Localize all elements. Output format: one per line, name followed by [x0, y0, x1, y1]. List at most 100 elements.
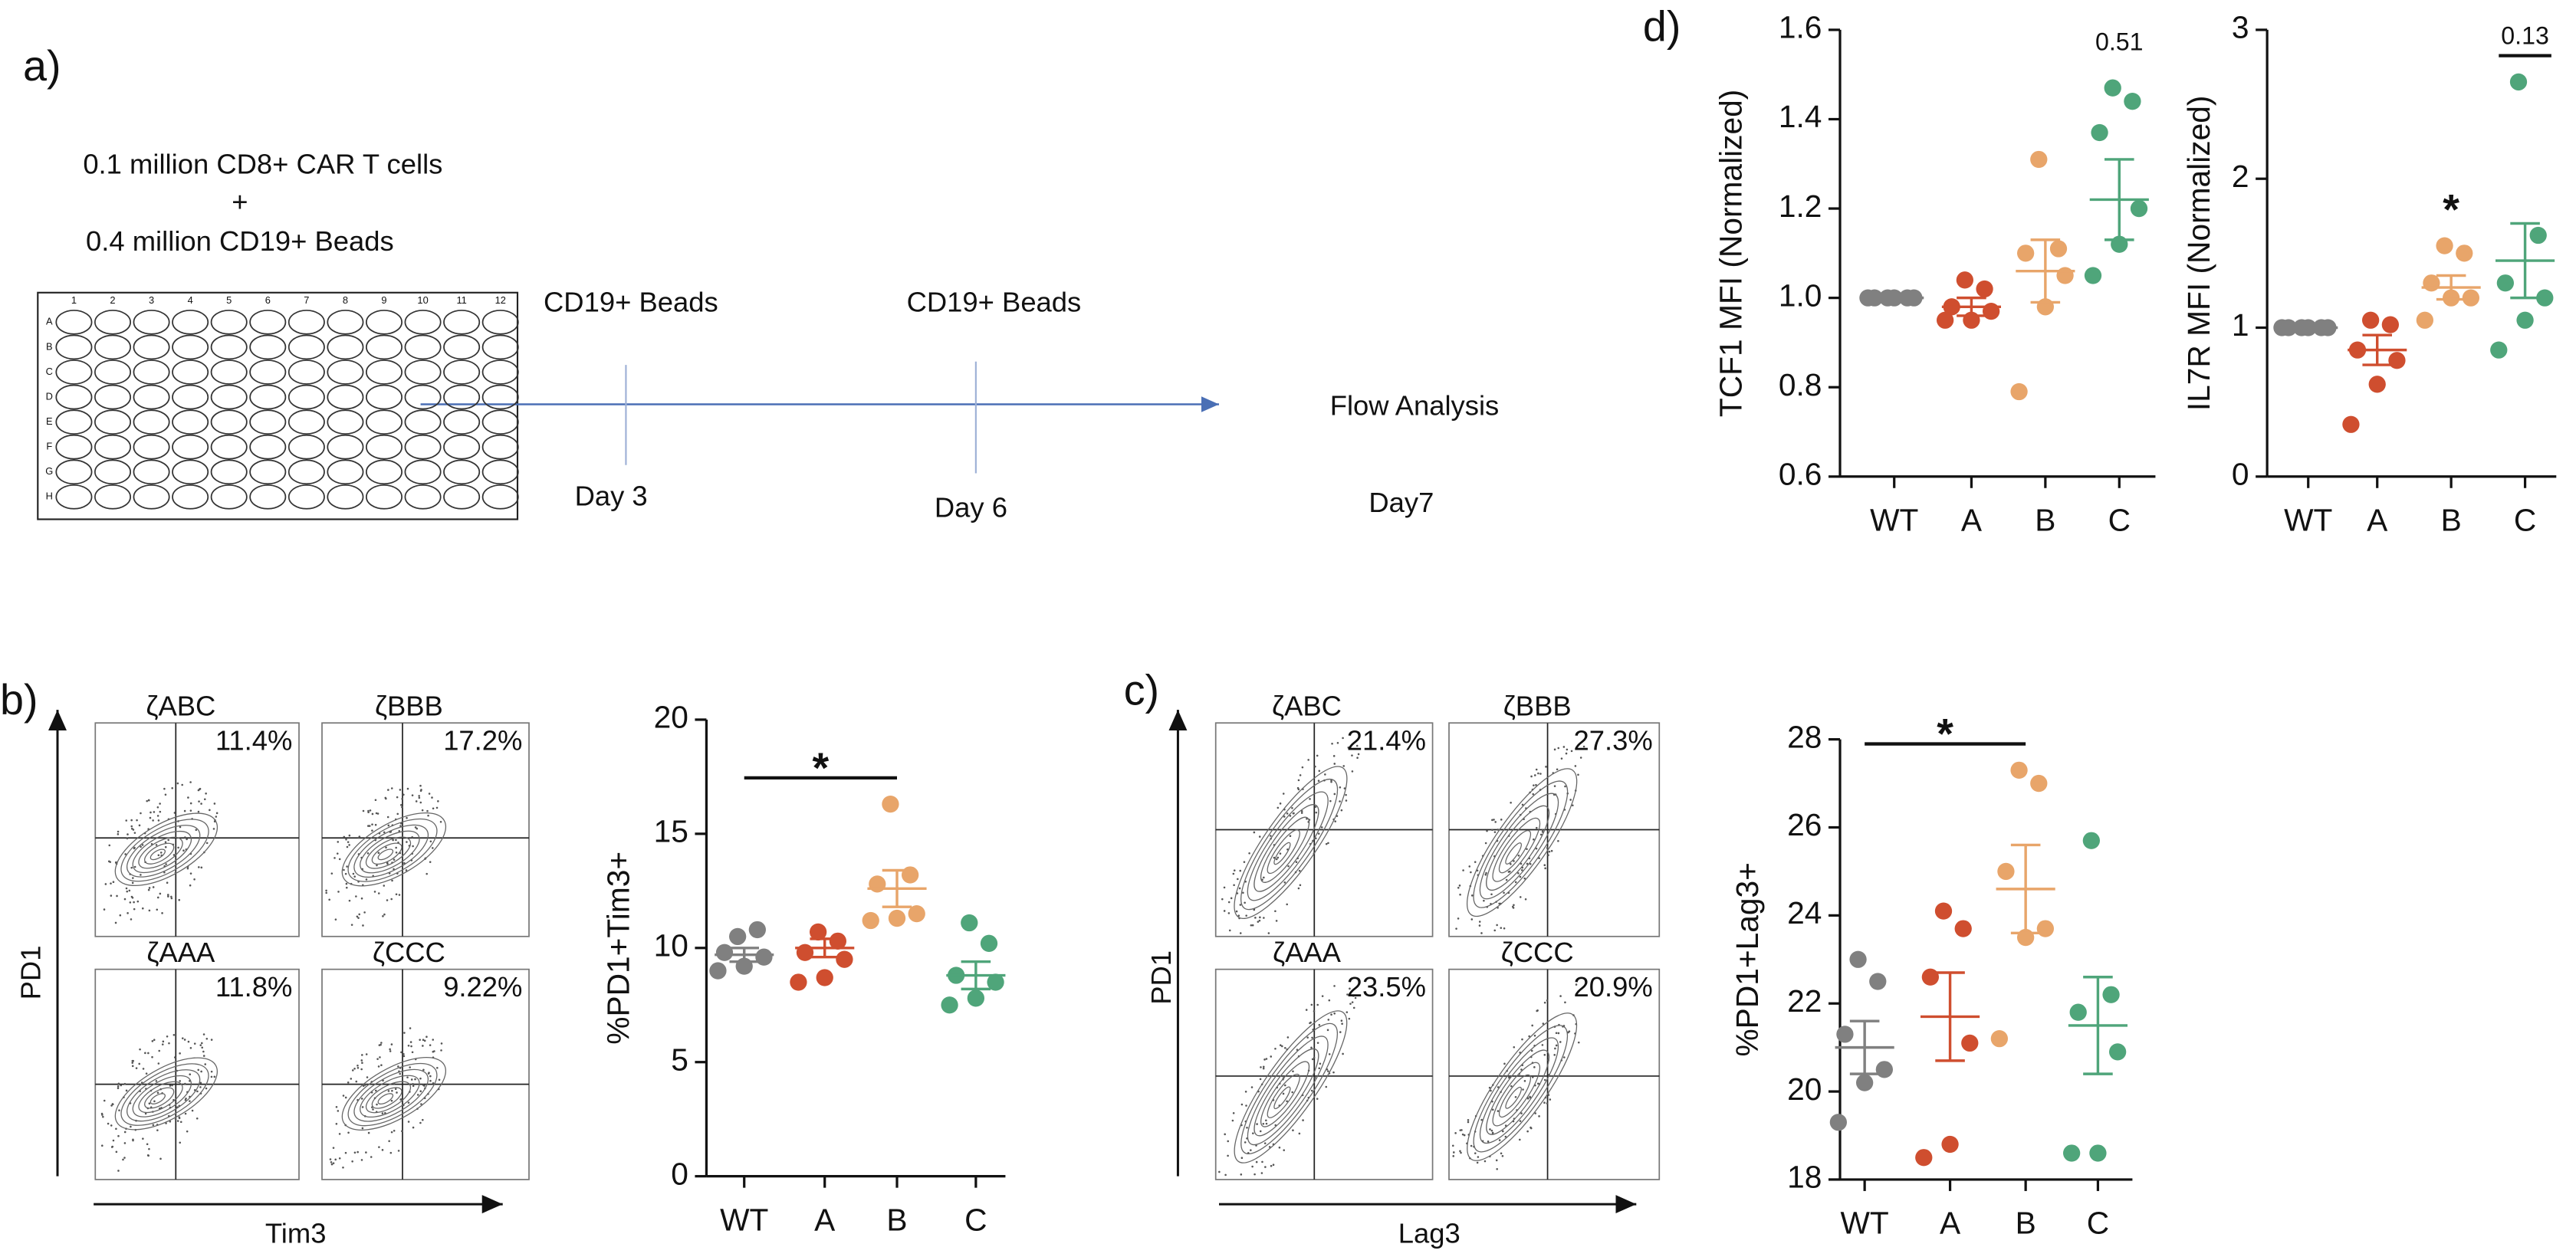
well [133, 459, 170, 485]
event-dot [1480, 932, 1483, 934]
event-dot [202, 1055, 205, 1057]
event-dot [347, 841, 350, 843]
data-point [2509, 73, 2528, 91]
event-dot [1270, 835, 1272, 837]
panel-label: c) [1124, 666, 1159, 714]
well [481, 359, 519, 385]
event-dot [418, 796, 421, 799]
event-dot [1550, 849, 1553, 852]
event-dot [366, 852, 370, 855]
event-dot [1261, 1160, 1263, 1163]
well [443, 334, 481, 360]
event-dot [1351, 1001, 1354, 1003]
y-axis-label: TCF1 MFI (Normalized) [1713, 90, 1748, 417]
event-dot [346, 865, 348, 868]
event-dot [429, 1075, 432, 1078]
event-dot [112, 881, 115, 883]
sample-name: ζABC [1272, 691, 1342, 722]
event-dot [337, 891, 340, 893]
event-dot [334, 1158, 337, 1161]
event-dot [155, 844, 158, 846]
data-point [2056, 267, 2074, 284]
event-dot [1484, 842, 1487, 845]
event-dot [1497, 1110, 1500, 1112]
event-dot [414, 826, 417, 829]
event-dot [1514, 881, 1517, 884]
event-dot [1470, 1144, 1473, 1147]
event-dot [1520, 868, 1523, 871]
event-dot [179, 825, 182, 829]
well [133, 359, 170, 385]
event-dot [141, 844, 144, 846]
well [366, 310, 403, 335]
event-dot [1333, 985, 1336, 987]
event-dot [402, 1055, 406, 1058]
event-dot [1227, 1140, 1230, 1143]
event-dot [197, 789, 200, 792]
event-dot [387, 789, 389, 791]
event-dot [381, 1149, 384, 1151]
event-dot [360, 1098, 363, 1100]
event-dot [1533, 774, 1536, 776]
well [210, 434, 248, 460]
flow-plot [321, 722, 530, 937]
event-dot [179, 1080, 181, 1082]
event-dot [1579, 756, 1582, 759]
well [172, 434, 209, 460]
event-dot [1327, 1070, 1329, 1072]
event-dot [386, 899, 389, 901]
event-dot [356, 915, 359, 918]
well [210, 359, 248, 385]
data-point [2017, 245, 2035, 262]
event-dot [361, 1127, 364, 1130]
event-dot [353, 1151, 356, 1154]
event-dot [431, 796, 433, 799]
event-dot [1330, 1013, 1332, 1016]
event-dot [1242, 891, 1244, 894]
event-dot [399, 789, 402, 791]
well [172, 409, 209, 435]
event-dot [1319, 1062, 1322, 1065]
event-dot [432, 1050, 435, 1053]
event-dot [407, 1121, 410, 1123]
event-dot [375, 812, 378, 815]
flow-axis-label: PD1 [15, 946, 46, 1000]
event-dot [172, 1033, 176, 1036]
event-dot [422, 1045, 424, 1047]
event-dot [325, 891, 327, 894]
event-dot [159, 1157, 162, 1160]
event-dot [390, 787, 393, 789]
event-dot [1347, 747, 1350, 749]
event-dot [414, 1078, 416, 1081]
event-dot [115, 1150, 118, 1154]
event-dot [189, 884, 192, 887]
event-dot [1282, 793, 1285, 795]
flow-plot [94, 722, 300, 937]
event-dot [1534, 1112, 1536, 1114]
event-dot [1313, 1056, 1316, 1059]
event-dot [1529, 862, 1532, 865]
event-dot [1553, 1054, 1556, 1056]
event-dot [356, 1066, 360, 1069]
contour [1267, 1073, 1300, 1118]
contour [1466, 768, 1578, 917]
event-dot [1483, 899, 1485, 902]
x-tick-label: A [1940, 1206, 1961, 1241]
seeding-text: 0.4 million CD19+ Beads [86, 225, 394, 257]
event-dot [1530, 1127, 1533, 1130]
well [210, 484, 248, 510]
event-dot [205, 793, 207, 795]
event-dot [174, 1118, 177, 1121]
event-dot [1224, 1173, 1227, 1177]
contour [144, 842, 175, 865]
event-dot [199, 787, 202, 790]
event-dot [360, 1159, 363, 1161]
event-dot [147, 799, 150, 802]
event-dot [348, 844, 350, 846]
event-dot [157, 854, 160, 857]
contour [341, 812, 447, 887]
well [55, 334, 93, 360]
y-tick-label: 0 [671, 1156, 688, 1191]
event-dot [392, 839, 394, 842]
event-dot [176, 782, 179, 785]
